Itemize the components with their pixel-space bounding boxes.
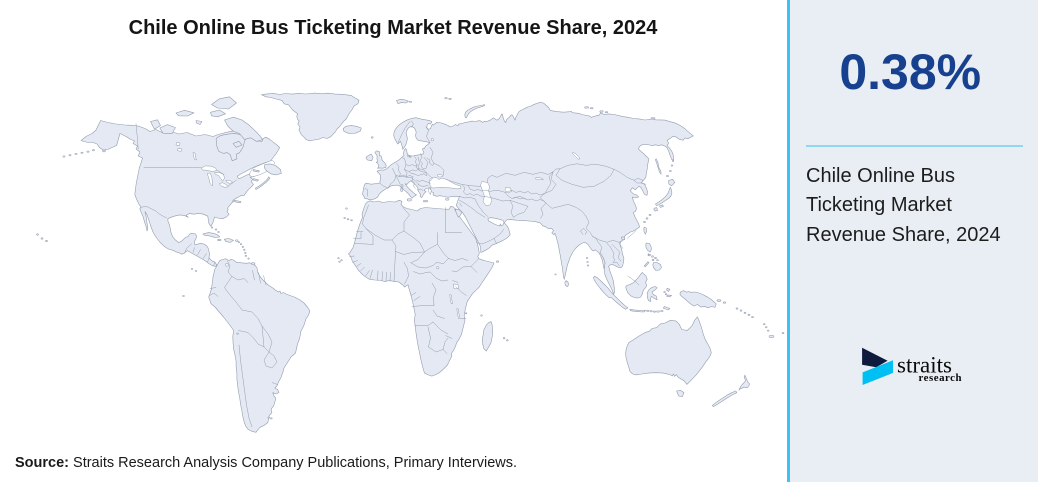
svg-text:straits: straits	[897, 352, 952, 377]
svg-text:research: research	[919, 372, 963, 384]
